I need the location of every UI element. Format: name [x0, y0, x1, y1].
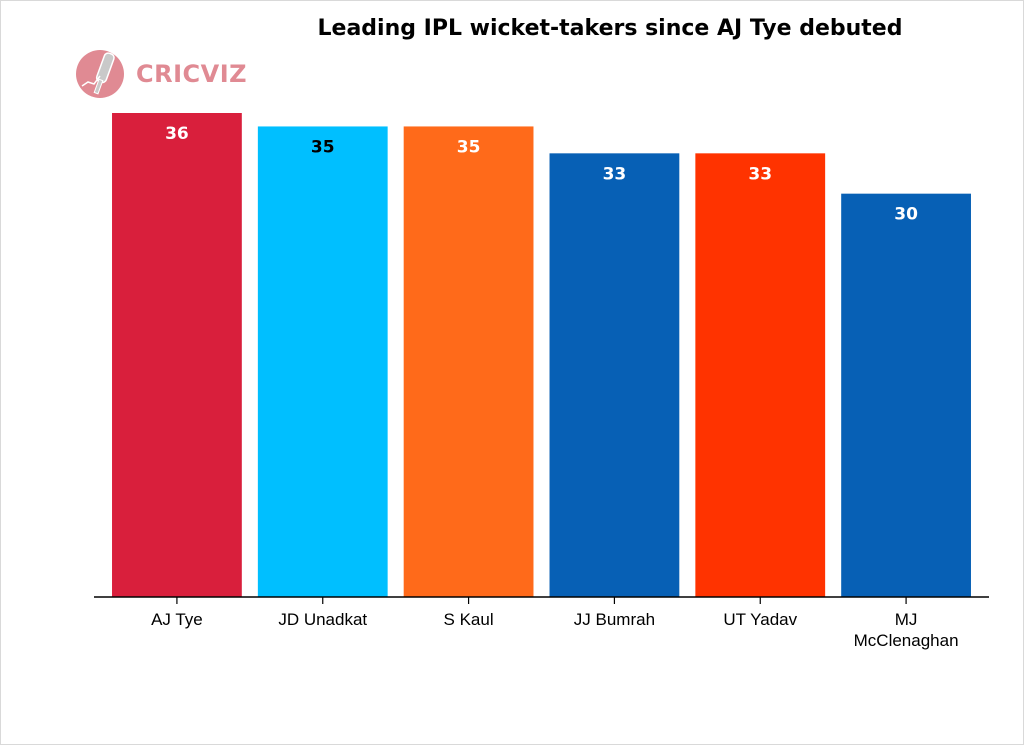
bar-2 — [403, 126, 534, 597]
x-tick-label-3: JJ Bumrah — [574, 610, 655, 629]
bar-value-labels: 36 35 35 33 33 30 — [165, 124, 918, 225]
cricviz-logo: CRICVIZ — [74, 46, 247, 102]
bar-value-label-3: 33 — [603, 164, 627, 184]
x-tick-label-2: S Kaul — [444, 610, 494, 629]
bars-group — [112, 113, 971, 598]
bar-0 — [112, 113, 242, 597]
x-tick-label-5: MJ McClenaghan — [854, 610, 959, 650]
bar-value-label-0: 36 — [165, 124, 189, 144]
cricket-bat-ball-icon — [76, 50, 124, 98]
logo-text-bold: VIZ — [200, 60, 248, 88]
x-tick-label-0: AJ Tye — [151, 610, 203, 629]
bar-1 — [257, 126, 388, 597]
bar-value-label-4: 33 — [748, 164, 772, 184]
logo-text-light: CRIC — [136, 60, 201, 88]
bar-value-label-5: 30 — [894, 205, 918, 225]
bar-3 — [549, 153, 680, 598]
cricviz-logo-text: CRICVIZ — [136, 60, 247, 88]
bar-value-label-1: 35 — [311, 137, 335, 157]
x-tick-label-1: JD Unadkat — [278, 610, 367, 629]
bar-value-label-2: 35 — [457, 137, 481, 157]
x-ticks — [176, 597, 907, 604]
x-tick-labels: AJ Tye JD Unadkat S Kaul JJ Bumrah UT Yadav M… — [151, 610, 958, 650]
x-tick-label-4: UT Yadav — [723, 610, 797, 629]
bar-5 — [841, 193, 971, 597]
bar-4 — [695, 153, 826, 598]
chart-title: Leading IPL wicket-takers since AJ Tye d… — [317, 16, 903, 41]
